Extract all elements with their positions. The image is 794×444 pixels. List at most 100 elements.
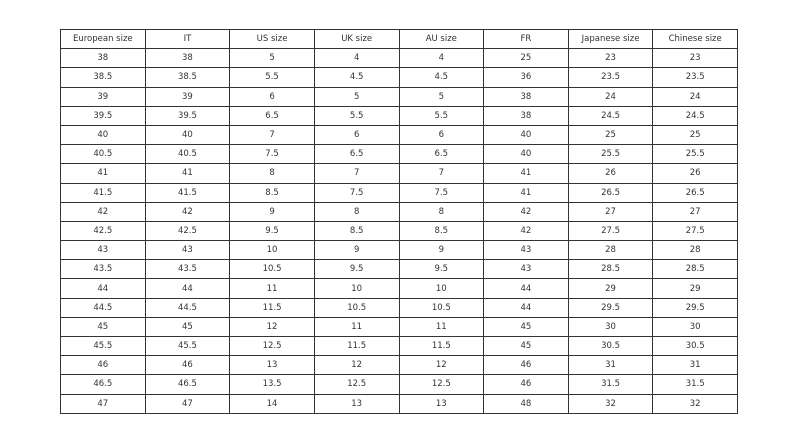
table-cell: 43 — [60, 240, 146, 261]
table-cell: 12 — [398, 355, 485, 376]
column-header: US size — [229, 28, 315, 50]
table-cell: 10 — [313, 278, 400, 299]
table-cell: 10.5 — [313, 297, 400, 318]
table-cell: 38 — [60, 48, 146, 69]
column-header: FR — [483, 28, 569, 50]
table-cell: 6.5 — [229, 105, 315, 126]
table-cell: 30 — [652, 316, 738, 338]
table-cell: 38.5 — [144, 67, 231, 88]
table-cell: 45.5 — [144, 335, 231, 357]
table-cell: 29.5 — [652, 297, 738, 318]
table-cell: 45 — [483, 335, 569, 357]
table-cell: 4.5 — [313, 67, 400, 88]
table-cell: 25 — [483, 48, 569, 69]
table-cell: 8 — [398, 201, 485, 222]
table-row: 38.5 38.5 5.5 4.5 4.5 36 23.5 23.5 — [60, 67, 738, 88]
table-cell: 28.5 — [652, 259, 738, 280]
table-cell: 46.5 — [60, 374, 146, 395]
table-cell: 11 — [229, 278, 315, 299]
table-cell: 46.5 — [144, 374, 231, 395]
table-cell: 42 — [483, 220, 569, 242]
table-cell: 29.5 — [567, 297, 654, 318]
table-cell: 43 — [483, 240, 569, 261]
table-row: 43.5 43.5 10.5 9.5 9.5 43 28.5 28.5 — [60, 259, 738, 280]
table-cell: 10 — [229, 240, 315, 261]
table-cell: 8.5 — [398, 220, 485, 242]
table-cell: 12.5 — [398, 374, 485, 395]
table-cell: 38 — [483, 105, 569, 126]
table-row: 44.5 44.5 11.5 10.5 10.5 44 29.5 29.5 — [60, 297, 738, 318]
table-row: 40.5 40.5 7.5 6.5 6.5 40 25.5 25.5 — [60, 144, 738, 165]
table-cell: 36 — [483, 67, 569, 88]
table-cell: 42 — [60, 201, 146, 222]
table-cell: 32 — [652, 393, 738, 414]
table-row: 39.5 39.5 6.5 5.5 5.5 38 24.5 24.5 — [60, 105, 738, 126]
table-cell: 9.5 — [229, 220, 315, 242]
table-cell: 6.5 — [398, 144, 485, 165]
table-cell: 11 — [398, 316, 485, 338]
table-cell: 4 — [313, 48, 400, 69]
table-cell: 23.5 — [567, 67, 654, 88]
table-cell: 27.5 — [652, 220, 738, 242]
table-cell: 8 — [313, 201, 400, 222]
table-cell: 13 — [229, 355, 315, 376]
table-cell: 9 — [313, 240, 400, 261]
table-cell: 45 — [483, 316, 569, 338]
table-cell: 47 — [144, 393, 231, 414]
table-cell: 6.5 — [313, 144, 400, 165]
table-cell: 13 — [313, 393, 400, 414]
table-cell: 12.5 — [229, 335, 315, 357]
table-cell: 45.5 — [60, 335, 146, 357]
table-cell: 24 — [567, 86, 654, 107]
table-row: 47 47 14 13 13 48 32 32 — [60, 393, 738, 414]
table-cell: 7 — [313, 163, 400, 184]
table-cell: 10.5 — [229, 259, 315, 280]
table-cell: 29 — [567, 278, 654, 299]
table-cell: 39.5 — [144, 105, 231, 126]
table-cell: 40 — [483, 144, 569, 165]
table-cell: 9.5 — [398, 259, 485, 280]
table-cell: 6 — [229, 86, 315, 107]
table-cell: 43 — [144, 240, 231, 261]
table-cell: 38 — [483, 86, 569, 107]
table-cell: 46 — [483, 355, 569, 376]
table-cell: 43 — [483, 259, 569, 280]
table-cell: 7.5 — [229, 144, 315, 165]
table-cell: 11.5 — [398, 335, 485, 357]
table-cell: 23.5 — [652, 67, 738, 88]
table-row: 44 44 11 10 10 44 29 29 — [60, 278, 738, 299]
table-cell: 42.5 — [144, 220, 231, 242]
table-cell: 7 — [229, 124, 315, 146]
table-cell: 41 — [144, 163, 231, 184]
table-cell: 41 — [60, 163, 146, 184]
table-cell: 42 — [144, 201, 231, 222]
table-cell: 26.5 — [652, 182, 738, 203]
table-cell: 44.5 — [144, 297, 231, 318]
table-cell: 30 — [567, 316, 654, 338]
table-cell: 6 — [398, 124, 485, 146]
table-cell: 39 — [144, 86, 231, 107]
table-cell: 44 — [483, 278, 569, 299]
column-header: Japanese size — [567, 28, 654, 50]
table-cell: 31.5 — [567, 374, 654, 395]
table-row: 39 39 6 5 5 38 24 24 — [60, 86, 738, 107]
table-cell: 12 — [229, 316, 315, 338]
table-cell: 26 — [652, 163, 738, 184]
table-cell: 44 — [144, 278, 231, 299]
table-cell: 31.5 — [652, 374, 738, 395]
table-cell: 26.5 — [567, 182, 654, 203]
table-cell: 40 — [60, 124, 146, 146]
table-cell: 47 — [60, 393, 146, 414]
table-cell: 41.5 — [60, 182, 146, 203]
table-cell: 8 — [229, 163, 315, 184]
table-cell: 29 — [652, 278, 738, 299]
header-row: European size IT US size UK size AU size FR Ja… — [60, 28, 738, 50]
table-cell: 40 — [483, 124, 569, 146]
table-cell: 27.5 — [567, 220, 654, 242]
table-cell: 42.5 — [60, 220, 146, 242]
table-cell: 7 — [398, 163, 485, 184]
table-cell: 11 — [313, 316, 400, 338]
table-cell: 9 — [398, 240, 485, 261]
table-cell: 7.5 — [313, 182, 400, 203]
table-cell: 8.5 — [313, 220, 400, 242]
